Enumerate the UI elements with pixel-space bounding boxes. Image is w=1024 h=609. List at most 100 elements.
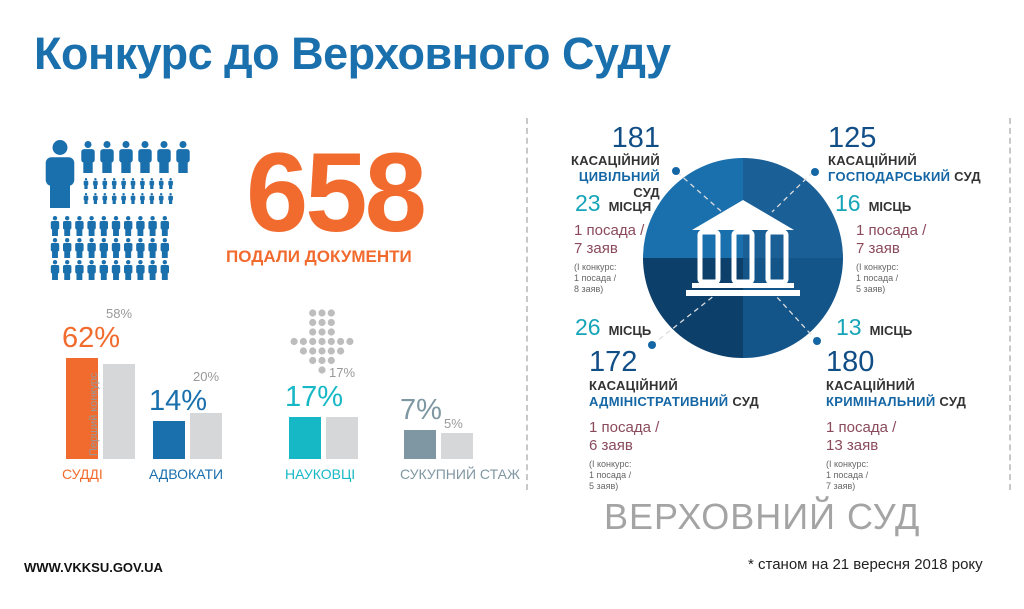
- seats-count: 16: [835, 190, 861, 216]
- ratio-line: 6 заяв: [589, 437, 633, 454]
- person-icon: [75, 260, 84, 280]
- person-icon: [111, 216, 121, 236]
- person-icon: [99, 260, 108, 280]
- court-type: ГОСПОДАРСЬКИЙ: [828, 169, 951, 184]
- seats-count: 23: [575, 190, 601, 216]
- person-icon: [121, 178, 126, 189]
- arrow-dot: [299, 347, 307, 355]
- total-label: ПОДАЛИ ДОКУМЕНТИ: [226, 247, 412, 266]
- seats-word: МІСЦЬ: [868, 199, 912, 214]
- bar-current: [404, 429, 436, 459]
- prev-line: (І конкурс:: [826, 459, 869, 469]
- category-label: АДВОКАТИ: [149, 466, 224, 482]
- court-civil-seats: 23 МІСЦЯ: [575, 190, 651, 217]
- arrow-dot: [337, 347, 345, 355]
- person-icon: [130, 178, 136, 189]
- bar-current: [289, 416, 321, 459]
- prev-line: 7 заяв): [826, 481, 856, 491]
- arrow-dot: [327, 356, 335, 365]
- court-administrative: 172 КАСАЦІЙНИЙ АДМІНІСТРАТИВНИЙ СУД 1 пос…: [589, 346, 759, 492]
- supreme-court-label: ВЕРХОВНИЙ СУД: [604, 496, 921, 537]
- quadrant-criminal: [743, 258, 843, 358]
- court-label: КАСАЦІЙНИЙ: [589, 378, 678, 393]
- person-icon: [140, 193, 145, 204]
- arrow-dot: [327, 347, 335, 355]
- prev-line: 8 заяв): [574, 284, 604, 294]
- court-admin-seats: 26 МІСЦЬ: [575, 314, 651, 341]
- person-icon: [83, 193, 89, 204]
- court-count: 181: [611, 122, 660, 154]
- person-icon: [168, 178, 173, 189]
- bar-first-contest: [190, 413, 222, 459]
- court-count: 172: [589, 346, 638, 378]
- arrow-dot: [318, 366, 326, 374]
- court-count: 125: [828, 122, 877, 154]
- person-icon: [149, 193, 155, 204]
- arrow-dot: [337, 337, 345, 346]
- ratio-line: 1 посада /: [856, 222, 927, 239]
- bar-label-current: 14%: [149, 384, 208, 417]
- prev-line: 1 посада /: [856, 273, 899, 283]
- courthouse-icon: [686, 200, 800, 296]
- arrow-dot: [327, 328, 335, 336]
- divider: [1009, 118, 1011, 490]
- person-icon: [160, 216, 169, 236]
- arrow-dot: [309, 347, 317, 355]
- page-title: Конкурс до Верховного Суду: [34, 28, 671, 79]
- bar-label-current: 62%: [62, 322, 121, 355]
- person-icon: [63, 260, 72, 280]
- person-icon: [63, 238, 72, 258]
- bar-first-contest: [441, 432, 473, 459]
- arrow-dot: [299, 337, 307, 346]
- person-icon: [148, 216, 157, 236]
- person-icon: [87, 238, 96, 258]
- person-icon: [83, 178, 89, 189]
- person-icon: [45, 140, 75, 208]
- court-suffix: СУД: [950, 169, 981, 184]
- bar-label-first-contest: 17%: [329, 364, 356, 380]
- arrow-dot: [318, 337, 326, 346]
- person-icon: [119, 141, 133, 173]
- court-commercial: 125 КАСАЦІЙНИЙ ГОСПОДАРСЬКИЙ СУД: [828, 122, 981, 185]
- person-icon: [50, 260, 60, 280]
- divider: [526, 118, 528, 490]
- prev-line: 5 заяв): [589, 481, 619, 491]
- prev-line: 1 посада /: [574, 273, 617, 283]
- arrow-dot: [327, 309, 335, 317]
- seats-count: 13: [836, 314, 862, 340]
- person-icon: [99, 238, 108, 258]
- arrow-dot: [327, 318, 335, 327]
- prev-line: 1 посада /: [589, 470, 632, 480]
- person-icon: [87, 260, 96, 280]
- person-icon: [111, 193, 117, 204]
- person-icon: [160, 260, 169, 280]
- arrow-dot: [318, 356, 326, 365]
- court-suffix: СУД: [728, 394, 760, 409]
- person-icon: [99, 216, 108, 236]
- arrow-dot: [318, 347, 326, 355]
- category-label: СУКУПНИЙ СТАЖ: [400, 466, 520, 482]
- person-icon: [111, 260, 121, 280]
- bar-current: [66, 358, 98, 459]
- person-icon: [124, 260, 133, 280]
- person-icon: [63, 216, 72, 236]
- person-icon: [136, 216, 145, 236]
- person-icon: [102, 193, 108, 204]
- person-icon: [75, 238, 84, 258]
- court-type: КРИМІНАЛЬНИЙ: [826, 394, 936, 409]
- person-icon: [148, 238, 157, 258]
- person-icon: [148, 260, 157, 280]
- bar-first-contest: [326, 416, 358, 459]
- person-icon: [50, 216, 60, 236]
- person-icon: [111, 178, 117, 189]
- website-link[interactable]: WWW.VKKSU.GOV.UA: [24, 560, 163, 575]
- arrow-dot: [309, 356, 317, 365]
- bar-label-current: 7%: [400, 393, 442, 426]
- court-suffix: СУД: [633, 185, 660, 200]
- seats-count: 26: [575, 314, 601, 340]
- court-civil: 181 КАСАЦІЙНИЙ ЦИВІЛЬНИЙ СУД: [560, 122, 660, 201]
- court-label: КАСАЦІЙНИЙ: [826, 378, 915, 393]
- court-count: 180: [826, 346, 875, 378]
- court-label: КАСАЦІЙНИЙ: [571, 153, 660, 168]
- prev-line: 5 заяв): [856, 284, 886, 294]
